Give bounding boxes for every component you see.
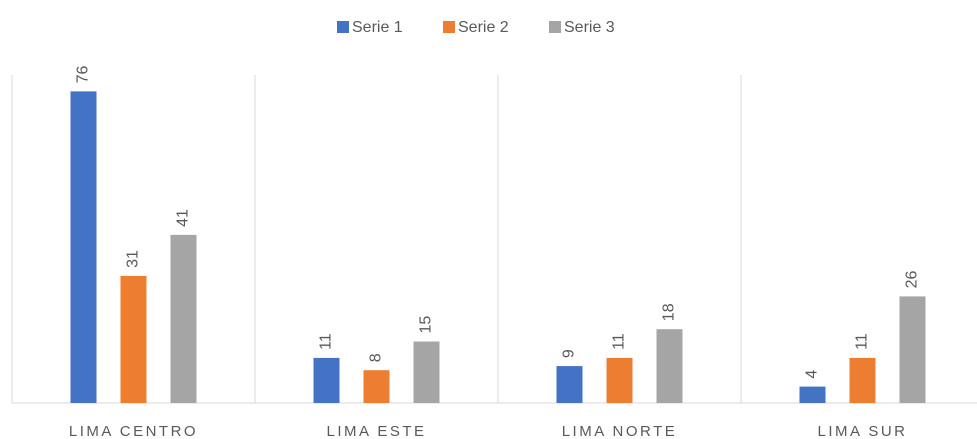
bar	[656, 329, 683, 403]
bar	[413, 341, 440, 403]
bar	[556, 366, 583, 403]
bar	[70, 91, 97, 404]
data-label: 15	[418, 316, 435, 334]
data-label: 8	[368, 353, 385, 362]
bar	[606, 357, 633, 403]
legend-label: Serie 1	[352, 19, 403, 36]
data-label: 41	[175, 209, 192, 227]
legend-swatch	[549, 21, 561, 33]
bar	[170, 234, 197, 403]
data-label: 76	[75, 66, 92, 84]
x-tick-label: LIMA SUR	[817, 423, 907, 439]
legend-label: Serie 2	[458, 19, 509, 36]
x-tick-label: LIMA NORTE	[562, 423, 678, 439]
data-label: 4	[804, 370, 821, 379]
bar	[799, 386, 826, 403]
x-tick-label: LIMA ESTE	[326, 423, 426, 439]
bar	[363, 370, 390, 403]
data-label: 9	[561, 349, 578, 358]
data-label: 11	[318, 333, 335, 350]
bar	[849, 357, 876, 403]
x-tick-label: LIMA CENTRO	[69, 423, 198, 439]
legend-swatch	[337, 21, 349, 33]
bar	[313, 357, 340, 403]
legend-swatch	[443, 21, 455, 33]
data-label: 18	[661, 303, 678, 321]
legend-label: Serie 3	[564, 19, 615, 36]
data-label: 11	[611, 333, 628, 350]
bar	[120, 275, 147, 403]
bar	[899, 296, 926, 403]
data-label: 11	[854, 333, 871, 350]
data-label: 31	[125, 250, 142, 268]
data-label: 26	[904, 271, 921, 289]
